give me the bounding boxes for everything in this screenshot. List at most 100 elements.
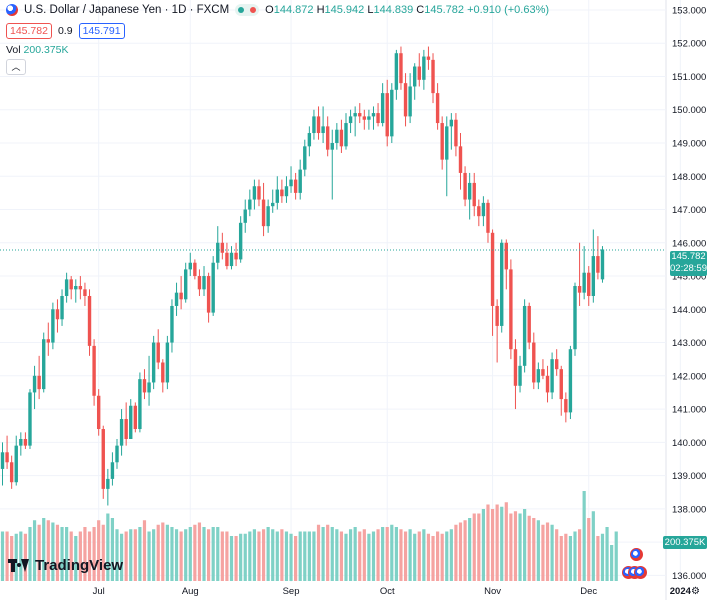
price-axis[interactable]: 136.000137.000138.000139.000140.000141.0… (672, 5, 706, 581)
candle (188, 252, 192, 277)
candle-body (42, 339, 46, 390)
candle-body (403, 83, 408, 117)
low-label: L (367, 4, 374, 16)
volume-bar (229, 536, 234, 581)
candle (596, 236, 600, 280)
volume-bar (5, 531, 9, 581)
candle-body (413, 66, 417, 87)
candle (463, 166, 467, 207)
brand-name: TradingView (35, 557, 124, 574)
symbol-title[interactable]: U.S. Dollar / Japanese Yen · 1D · FXCM (24, 4, 230, 16)
change-value: +0.910 (+0.63%) (467, 4, 550, 16)
candle-body (541, 369, 545, 376)
volume-bar (161, 522, 165, 581)
volume-bar (449, 529, 453, 581)
tradingview-logo[interactable]: TradingView (8, 557, 123, 574)
volume-bar (280, 529, 284, 581)
candle (174, 282, 179, 316)
event-flag-icon[interactable] (634, 566, 647, 579)
volume-bar (165, 524, 169, 581)
volume-bar (587, 518, 591, 581)
candle (454, 113, 458, 157)
toggle-icon[interactable] (235, 4, 260, 16)
candle-body (509, 269, 513, 350)
volume-bar (42, 518, 46, 581)
candle (527, 302, 531, 350)
volume-bar (234, 536, 238, 581)
candle-body (596, 256, 600, 273)
volume-bar (74, 536, 78, 581)
candle-body (0, 452, 5, 469)
candle-body (426, 56, 431, 60)
candle (330, 129, 334, 200)
volume-bar (37, 524, 41, 581)
candle-body (275, 189, 279, 203)
candle (110, 452, 115, 486)
candle-body (19, 438, 23, 446)
volume-bar (14, 533, 18, 581)
candle-body (582, 272, 586, 293)
volume-bar (184, 529, 188, 581)
candle (9, 455, 14, 489)
price-tick-label: 136.000 (672, 571, 706, 582)
candle-body (449, 119, 454, 127)
volume-bar (321, 527, 325, 581)
candle (500, 239, 504, 333)
volume-bar (591, 511, 595, 581)
volume-bar (545, 522, 550, 581)
volume-bar (298, 531, 302, 581)
candle-body (51, 309, 55, 343)
candle-body (9, 462, 14, 483)
tradingview-logo-icon (8, 559, 30, 572)
volume-bar (344, 533, 348, 581)
candle-body (298, 169, 302, 193)
candle-body (261, 199, 266, 227)
time-axis[interactable]: JulAugSepOctNovDec202422 (93, 586, 710, 597)
volume-bar (614, 531, 618, 581)
candle-body (463, 172, 467, 200)
candle-body (536, 369, 541, 383)
volume-bar (0, 531, 5, 581)
candle-body (577, 286, 582, 293)
candle (257, 179, 261, 207)
price-tick-label: 151.000 (672, 72, 706, 83)
candle-body (477, 206, 481, 217)
time-tick-label: Sep (283, 586, 300, 597)
sell-button[interactable]: 145.782 (6, 23, 52, 39)
time-tick-label: Nov (484, 586, 501, 597)
volume-bar (500, 506, 504, 581)
candle-body (101, 429, 105, 489)
candle (234, 242, 238, 267)
candle (289, 166, 293, 193)
candle-body (257, 186, 261, 200)
volume-bar (83, 527, 87, 581)
price-tick-label: 153.000 (672, 5, 706, 16)
volume-bar (129, 529, 133, 581)
candle-body (587, 272, 591, 296)
candle-body (60, 295, 64, 320)
time-tick-label: Dec (580, 586, 597, 597)
volume-bar (445, 531, 449, 581)
candle-body (559, 369, 563, 400)
volume-bar (266, 527, 270, 581)
volume-bar (133, 529, 137, 581)
candle (564, 392, 568, 423)
volume-bar (399, 529, 403, 581)
economic-events[interactable] (619, 546, 649, 580)
buy-button[interactable]: 145.791 (78, 23, 125, 39)
candle (582, 246, 586, 300)
candle (348, 109, 353, 134)
candle-body (234, 252, 238, 260)
volume-bar (119, 533, 124, 581)
settings-icon[interactable]: ⚙ (691, 586, 700, 597)
candle-body (564, 399, 568, 413)
volume-bar (559, 536, 563, 581)
event-flag-icon[interactable] (630, 548, 643, 561)
candle-body (46, 339, 50, 343)
candle-body (156, 342, 160, 363)
chevron-up-icon[interactable]: ︿ (6, 59, 26, 75)
volume-bars (0, 491, 618, 581)
price-tick-label: 150.000 (672, 105, 706, 116)
volume-bar (307, 531, 311, 581)
